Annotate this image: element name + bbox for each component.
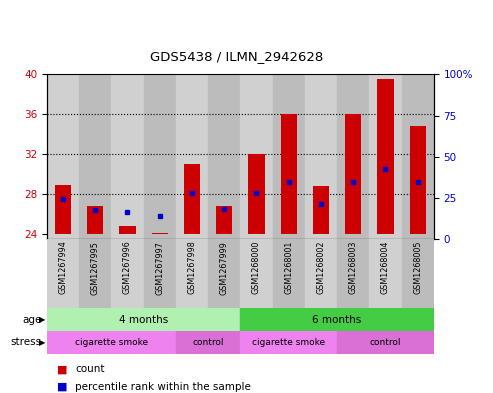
Bar — [241, 74, 273, 239]
Bar — [337, 331, 434, 354]
Text: cigarette smoke: cigarette smoke — [75, 338, 148, 347]
Bar — [143, 239, 176, 308]
Bar — [216, 206, 232, 234]
Bar — [119, 226, 136, 234]
Bar — [241, 308, 434, 331]
Bar — [241, 331, 337, 354]
Text: ■: ■ — [57, 382, 67, 392]
Text: GSM1267999: GSM1267999 — [220, 241, 229, 295]
Text: count: count — [75, 364, 105, 375]
Bar — [176, 239, 208, 308]
Bar — [152, 233, 168, 234]
Text: GSM1268005: GSM1268005 — [413, 241, 422, 294]
Text: GSM1267995: GSM1267995 — [91, 241, 100, 295]
Bar — [369, 74, 402, 239]
Text: GSM1268004: GSM1268004 — [381, 241, 390, 294]
Text: control: control — [192, 338, 224, 347]
Text: GDS5438 / ILMN_2942628: GDS5438 / ILMN_2942628 — [150, 50, 323, 63]
Bar — [87, 206, 103, 234]
Bar — [176, 331, 241, 354]
Text: cigarette smoke: cigarette smoke — [252, 338, 325, 347]
Bar — [378, 79, 393, 234]
Text: 6 months: 6 months — [313, 314, 362, 325]
Text: GSM1267997: GSM1267997 — [155, 241, 164, 295]
Bar — [111, 74, 143, 239]
Text: percentile rank within the sample: percentile rank within the sample — [75, 382, 251, 392]
Bar — [402, 74, 434, 239]
Text: control: control — [370, 338, 401, 347]
Bar — [47, 239, 79, 308]
Text: age: age — [23, 314, 42, 325]
Bar — [176, 74, 208, 239]
Bar — [55, 185, 71, 234]
Text: ▶: ▶ — [39, 315, 46, 324]
Text: ■: ■ — [57, 364, 67, 375]
Text: GSM1267996: GSM1267996 — [123, 241, 132, 294]
Bar — [410, 126, 426, 234]
Bar — [111, 239, 143, 308]
Bar — [273, 74, 305, 239]
Bar — [402, 239, 434, 308]
Text: 4 months: 4 months — [119, 314, 168, 325]
Bar — [313, 186, 329, 234]
Bar — [248, 154, 265, 234]
Text: GSM1267998: GSM1267998 — [187, 241, 197, 294]
Bar — [184, 164, 200, 234]
Bar — [47, 74, 79, 239]
Text: GSM1268000: GSM1268000 — [252, 241, 261, 294]
Bar — [79, 74, 111, 239]
Text: GSM1268001: GSM1268001 — [284, 241, 293, 294]
Text: GSM1268002: GSM1268002 — [317, 241, 325, 294]
Bar — [305, 74, 337, 239]
Bar — [79, 239, 111, 308]
Bar — [47, 308, 241, 331]
Text: stress: stress — [11, 337, 42, 347]
Bar — [305, 239, 337, 308]
Bar — [241, 239, 273, 308]
Text: GSM1267994: GSM1267994 — [59, 241, 68, 294]
Bar — [369, 239, 402, 308]
Bar — [273, 239, 305, 308]
Bar — [337, 239, 369, 308]
Bar — [208, 239, 240, 308]
Bar — [281, 114, 297, 234]
Bar — [208, 74, 240, 239]
Bar — [337, 74, 369, 239]
Text: GSM1268003: GSM1268003 — [349, 241, 358, 294]
Text: ▶: ▶ — [39, 338, 46, 347]
Bar — [143, 74, 176, 239]
Bar — [47, 331, 176, 354]
Bar — [345, 114, 361, 234]
